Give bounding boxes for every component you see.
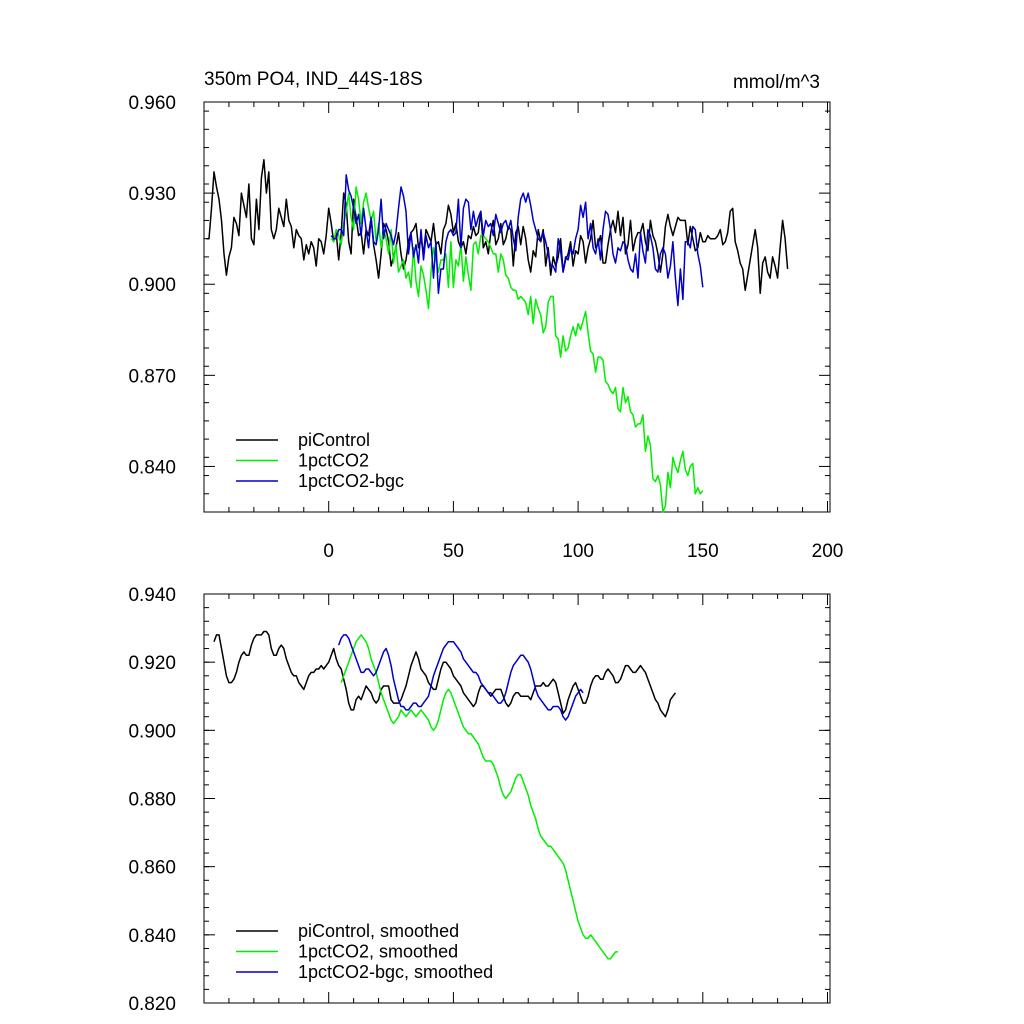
y-tick-label: 0.930: [128, 184, 176, 205]
plot-frame: [203, 101, 831, 513]
y-tick-label: 0.960: [128, 93, 176, 114]
series-line-1: [330, 186, 704, 513]
legend-label-0: piControl: [298, 430, 370, 450]
units-label: mmol/m^3: [733, 72, 820, 93]
top-panel: 350m PO4, IND_44S-18S mmol/m^3 0.960 0.93…: [128, 69, 843, 562]
legend-label-2: 1pctCO2-bgc: [298, 471, 404, 491]
legend-label-2: 1pctCO2-bgc, smoothed: [298, 962, 493, 982]
y-tick-label: 0.900: [128, 275, 176, 296]
y-tick-label: 0.880: [128, 790, 176, 811]
x-tick-label: 50: [443, 541, 464, 562]
y-tick-label: 0.900: [128, 721, 176, 742]
y-tick-label: 0.840: [128, 457, 176, 478]
y-tick-label: 0.920: [128, 653, 176, 674]
series-line-0: [206, 158, 789, 295]
y-tick-label: 0.870: [128, 366, 176, 387]
series-line-2: [337, 634, 584, 721]
y-tick-label: 0.940: [128, 585, 176, 606]
legend-label-0: piControl, smoothed: [298, 921, 459, 941]
x-tick-label: 200: [812, 541, 844, 562]
legend-label-1: 1pctCO2, smoothed: [298, 942, 458, 962]
x-tick-label: 150: [687, 541, 719, 562]
x-tick-label: 0: [323, 541, 334, 562]
series-line-0: [213, 630, 677, 718]
x-tick-label: 100: [562, 541, 594, 562]
chart-title: 350m PO4, IND_44S-18S: [204, 69, 423, 90]
y-tick-label: 0.840: [128, 926, 176, 947]
series-line-1: [340, 634, 618, 960]
series-line-2: [330, 174, 704, 307]
bottom-panel: 0.940 0.920 0.900 0.880 0.860 0.840 0.820 piCon…: [128, 585, 831, 1015]
y-tick-label: 0.860: [128, 858, 176, 879]
y-tick-label: 0.820: [128, 994, 176, 1015]
legend-label-1: 1pctCO2: [298, 451, 369, 471]
